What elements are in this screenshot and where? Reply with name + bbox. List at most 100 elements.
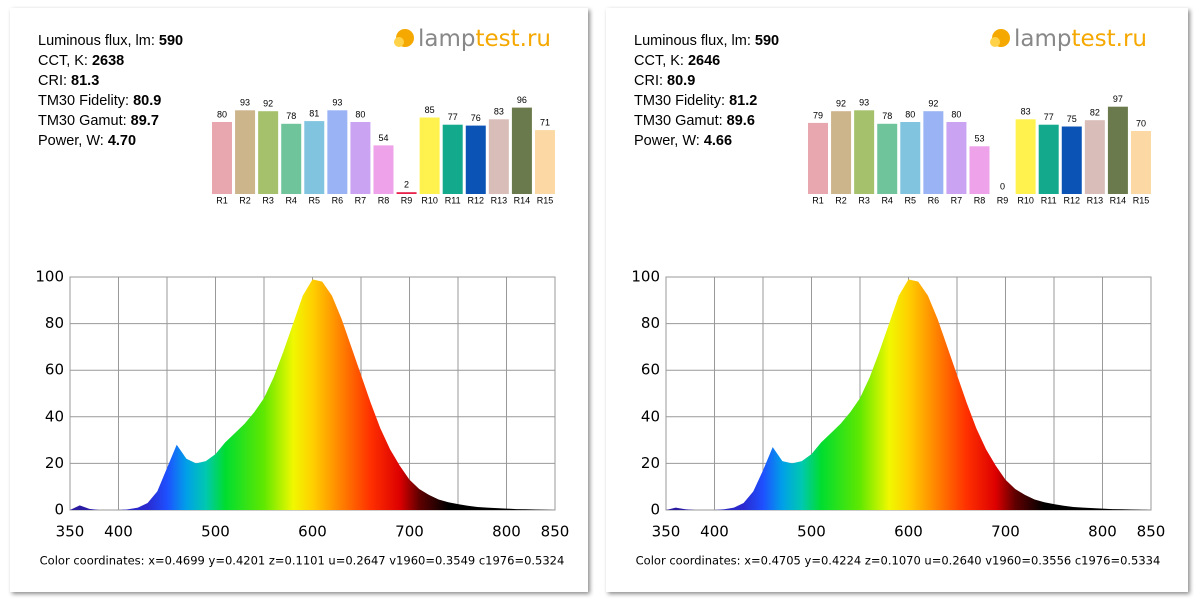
stat: Luminous flux, lm: 590 [634, 33, 779, 49]
y-tick-label: 100 [631, 268, 660, 286]
stat-label: Luminous flux, lm: [38, 33, 155, 49]
bar [304, 121, 325, 194]
y-tick-label: 60 [641, 361, 660, 379]
bar-value-label: 71 [540, 117, 550, 127]
bar-value-label: 83 [1021, 107, 1031, 117]
bar-category-label: R15 [1133, 195, 1150, 205]
bar-category-label: R5 [905, 195, 917, 205]
y-tick-label: 80 [641, 314, 660, 332]
bar [442, 124, 463, 194]
y-tick-label: 80 [45, 314, 64, 332]
footnote: Color coordinates: x=0.4705 y=0.4224 z=0… [636, 554, 1161, 568]
bar-category-label: R11 [445, 195, 461, 205]
logo-part: test.ru [476, 26, 552, 52]
bar-category-label: R15 [537, 195, 554, 205]
bar-category-label: R7 [355, 195, 367, 205]
bar-category-label: R1 [812, 195, 824, 205]
bar-category-label: R12 [468, 195, 485, 205]
bar [258, 111, 279, 194]
bar [396, 192, 417, 194]
bar-category-label: R13 [491, 195, 508, 205]
stat-value: 4.70 [108, 133, 136, 149]
x-tick-label: 400 [104, 523, 133, 541]
bar-category-label: R11 [1041, 195, 1057, 205]
bar-category-label: R9 [401, 195, 413, 205]
bar-value-label: 0 [1000, 181, 1005, 191]
bar [946, 122, 967, 194]
y-tick-label: 20 [641, 454, 660, 472]
bar [281, 123, 302, 194]
stat-label: CCT, K: [634, 53, 684, 69]
bar [327, 110, 348, 194]
x-tick-label: 500 [797, 523, 826, 541]
bar-value-label: 80 [355, 109, 365, 119]
logo-part: lamp [418, 26, 476, 52]
x-tick-label: 600 [298, 523, 327, 541]
bar-category-label: R6 [332, 195, 344, 205]
bar [373, 145, 394, 194]
logo-part: lamp [1014, 26, 1072, 52]
bar-category-label: R2 [239, 195, 251, 205]
x-tick-label: 850 [1137, 523, 1166, 541]
bar-category-label: R14 [514, 195, 531, 205]
bar [923, 111, 944, 194]
bar-category-label: R7 [951, 195, 963, 205]
y-tick-label: 20 [45, 454, 64, 472]
stat: Luminous flux, lm: 590 [38, 33, 183, 49]
bar-value-label: 83 [494, 107, 504, 117]
stat: TM30 Gamut: 89.7 [38, 113, 159, 129]
bar-category-label: R4 [285, 195, 297, 205]
stat-value: 2638 [92, 53, 124, 69]
bar-value-label: 80 [217, 109, 227, 119]
bar-value-label: 92 [263, 99, 273, 109]
y-tick-label: 60 [45, 361, 64, 379]
x-tick-label: 800 [1088, 523, 1117, 541]
stat-value: 4.66 [704, 133, 732, 149]
bar-category-label: R5 [309, 195, 321, 205]
bar [235, 110, 256, 194]
bar-category-label: R8 [378, 195, 390, 205]
bar-value-label: 93 [240, 98, 250, 108]
stat-value: 80.9 [667, 73, 695, 89]
bar [1061, 126, 1082, 194]
bar-value-label: 78 [286, 111, 296, 121]
stat: TM30 Fidelity: 81.2 [634, 93, 757, 109]
bar [1038, 124, 1059, 194]
stat-value: 590 [159, 33, 183, 49]
x-tick-label: 850 [541, 523, 570, 541]
bar [969, 146, 990, 194]
bar-value-label: 80 [951, 109, 961, 119]
stat: Power, W: 4.70 [38, 133, 136, 149]
stat-label: TM30 Gamut: [634, 113, 723, 129]
bar-value-label: 78 [882, 111, 892, 121]
y-tick-label: 0 [54, 501, 64, 519]
stat: Power, W: 4.66 [634, 133, 732, 149]
bar-value-label: 70 [1136, 118, 1146, 128]
bar-value-label: 81 [309, 108, 319, 118]
bar-value-label: 75 [1067, 114, 1077, 124]
stat-label: Power, W: [38, 133, 104, 149]
bar-category-label: R4 [881, 195, 893, 205]
stat-label: CRI: [38, 73, 67, 89]
y-tick-label: 40 [641, 407, 660, 425]
bar [465, 125, 486, 194]
stat-value: 89.6 [727, 113, 755, 129]
bar-value-label: 85 [425, 105, 435, 115]
stat-label: TM30 Fidelity: [38, 93, 129, 109]
bar-category-label: R12 [1064, 195, 1081, 205]
stat-value: 81.2 [729, 93, 757, 109]
bar-category-label: R6 [928, 195, 940, 205]
stat-value: 80.9 [133, 93, 161, 109]
bar [1084, 120, 1105, 194]
bar [419, 117, 440, 194]
stat: CRI: 81.3 [38, 73, 99, 89]
bar-value-label: 96 [517, 95, 527, 105]
bar-value-label: 80 [905, 109, 915, 119]
bar-category-label: R9 [997, 195, 1009, 205]
y-tick-label: 40 [45, 407, 64, 425]
stat-label: Luminous flux, lm: [634, 33, 751, 49]
bar [488, 119, 509, 194]
bar-category-label: R10 [421, 195, 438, 205]
spectrum-area [666, 279, 1151, 510]
